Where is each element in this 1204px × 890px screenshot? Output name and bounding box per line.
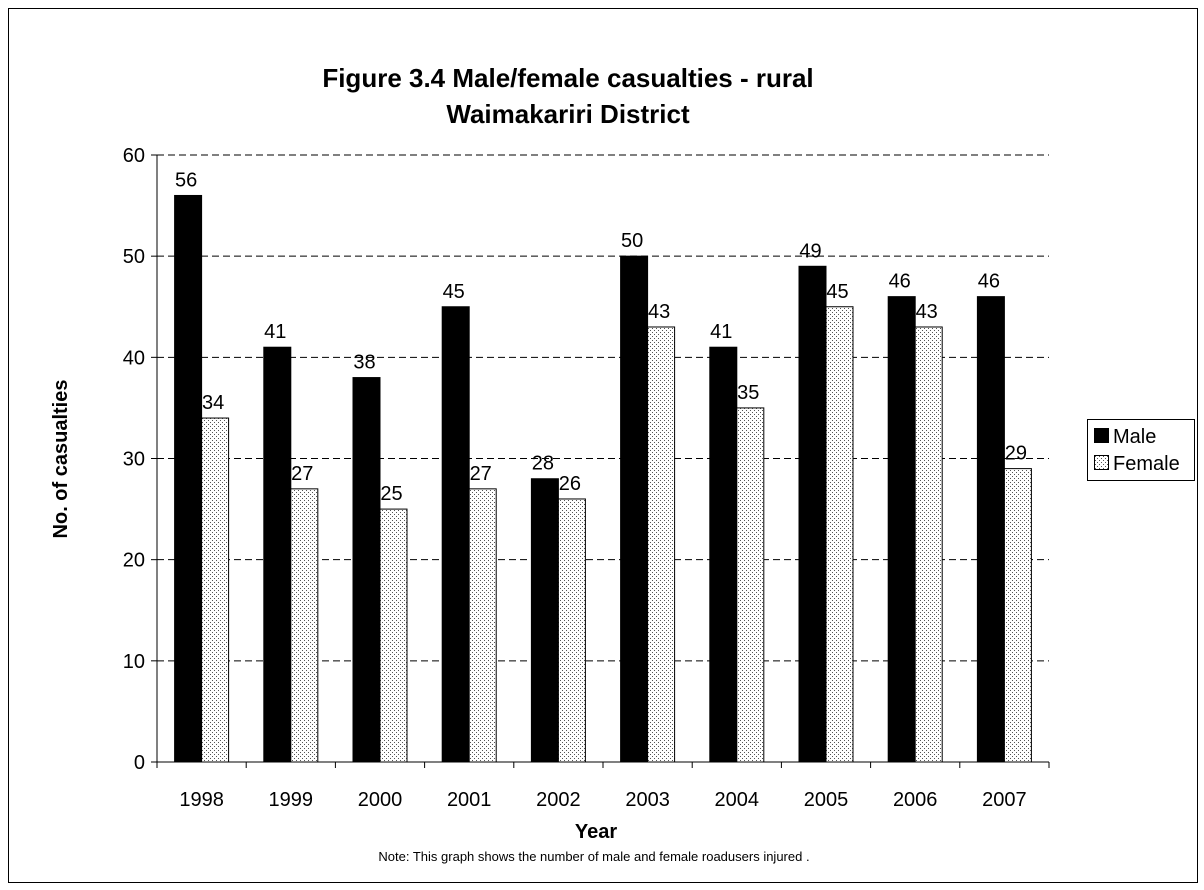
- legend-item-female: Female: [1094, 453, 1180, 475]
- chart-legend: Male Female: [1087, 419, 1195, 481]
- bar-female-2007: [1003, 468, 1032, 763]
- y-tick-label: 60: [123, 145, 145, 167]
- y-tick-label: 10: [123, 651, 145, 673]
- legend-item-male: Male: [1094, 426, 1156, 448]
- bar-female-2005: [825, 306, 854, 763]
- y-tick-label: 40: [123, 347, 145, 369]
- bar-male-2000: [352, 377, 381, 763]
- bar-male-2003: [620, 255, 649, 763]
- x-tick-label: 2001: [447, 789, 492, 811]
- data-label-male-1999: 41: [264, 321, 286, 343]
- y-tick-label: 20: [123, 550, 145, 572]
- legend-label-female: Female: [1113, 453, 1180, 475]
- bar-female-2006: [914, 326, 943, 763]
- bar-male-2007: [976, 296, 1005, 763]
- legend-label-male: Male: [1113, 426, 1157, 448]
- data-label-female-2007: 29: [1005, 443, 1027, 465]
- x-tick-label: 2002: [536, 789, 581, 811]
- x-tick-label: 2003: [625, 789, 670, 811]
- data-label-female-2002: 26: [559, 473, 581, 495]
- bar-female-2003: [647, 326, 676, 763]
- axes: 1998 1999 2000 2001 2002 2003 2004 2005 2006 2007…: [123, 145, 1050, 811]
- data-label-male-2001: 45: [443, 281, 465, 303]
- chart-title: Figure 3.4 Male/female casualties - rura…: [322, 63, 813, 93]
- bar-male-2002: [530, 478, 559, 763]
- chart-subtitle: Waimakariri District: [446, 99, 690, 129]
- bar-female-2001: [468, 488, 497, 763]
- bar-male-2006: [887, 296, 916, 763]
- bar-female-2004: [736, 407, 765, 763]
- data-label-male-2002: 28: [532, 453, 554, 475]
- data-label-male-1998: 56: [175, 169, 197, 191]
- bar-female-1999: [290, 488, 319, 763]
- x-axis-title: Year: [575, 821, 617, 843]
- data-label-male-2005: 49: [799, 240, 821, 262]
- y-tick-label: 50: [123, 246, 145, 268]
- x-tick-label: 2005: [804, 789, 849, 811]
- bar-male-2001: [441, 306, 470, 763]
- x-tick-label: 2000: [358, 789, 403, 811]
- bars: [174, 194, 1032, 763]
- data-label-female-2004: 35: [737, 382, 759, 404]
- chart-note: Note: This graph shows the number of mal…: [378, 849, 809, 864]
- bar-male-1999: [263, 346, 292, 763]
- data-label-male-2004: 41: [710, 321, 732, 343]
- data-label-male-2003: 50: [621, 230, 643, 252]
- bar-male-2005: [798, 265, 827, 763]
- bar-female-2002: [557, 498, 586, 763]
- bar-female-2000: [379, 508, 408, 763]
- x-tick-label: 2007: [982, 789, 1027, 811]
- y-tick-label: 30: [123, 449, 145, 471]
- data-label-male-2006: 46: [889, 271, 911, 293]
- x-tick-label: 1999: [269, 789, 314, 811]
- data-label-female-1999: 27: [291, 463, 313, 485]
- legend-swatch-male: [1094, 428, 1109, 444]
- bar-male-1998: [174, 194, 203, 763]
- data-label-female-1998: 34: [202, 392, 224, 414]
- y-axis-title: No. of casualties: [50, 380, 72, 539]
- bar-female-1998: [201, 417, 230, 763]
- legend-swatch-female: [1094, 455, 1109, 471]
- bar-male-2004: [709, 346, 738, 763]
- data-label-male-2000: 38: [353, 352, 375, 374]
- x-tick-label: 1998: [179, 789, 224, 811]
- data-label-female-2001: 27: [470, 463, 492, 485]
- data-label-male-2007: 46: [978, 271, 1000, 293]
- data-label-female-2000: 25: [380, 483, 402, 505]
- data-label-female-2003: 43: [648, 301, 670, 323]
- x-tick-label: 2006: [893, 789, 938, 811]
- y-tick-label: 0: [134, 752, 145, 774]
- data-label-female-2005: 45: [826, 281, 848, 303]
- x-tick-label: 2004: [715, 789, 760, 811]
- data-label-female-2006: 43: [916, 301, 938, 323]
